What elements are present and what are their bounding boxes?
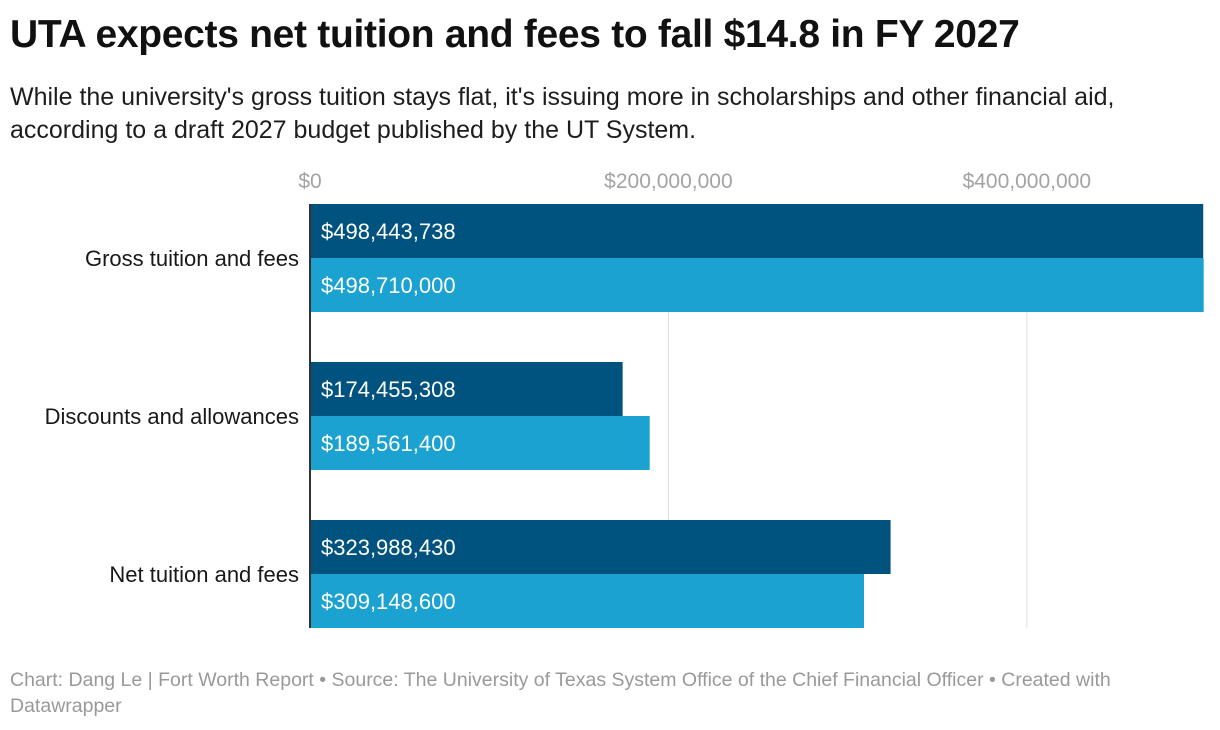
category-label: Gross tuition and fees xyxy=(85,246,299,271)
bar xyxy=(310,204,1204,258)
bar-value-label: $309,148,600 xyxy=(321,589,456,614)
category-label: Discounts and allowances xyxy=(45,404,299,429)
bar xyxy=(310,520,891,574)
bar xyxy=(310,362,623,416)
bar-value-label: $498,710,000 xyxy=(321,273,456,298)
chart-footer: Chart: Dang Le | Fort Worth Report • Sou… xyxy=(10,669,1111,717)
bar xyxy=(310,258,1204,312)
bar-value-label: $189,561,400 xyxy=(321,431,456,456)
bar-value-label: $323,988,430 xyxy=(321,535,456,560)
x-tick-label: $0 xyxy=(298,170,321,193)
bar-value-label: $498,443,738 xyxy=(321,219,456,244)
bar xyxy=(310,574,864,628)
bar-chart: $0 $200,000,000 $400,000,000 $498,443,738 $4… xyxy=(45,170,1204,628)
x-tick-label: $200,000,000 xyxy=(604,170,732,193)
bar-value-label: $174,455,308 xyxy=(321,377,456,402)
chart-subtitle: While the university's gross tuition sta… xyxy=(10,83,1115,144)
chart-title: UTA expects net tuition and fees to fall… xyxy=(10,13,1020,56)
category-label: Net tuition and fees xyxy=(109,562,299,587)
bar xyxy=(310,416,650,470)
x-tick-label: $400,000,000 xyxy=(963,170,1091,193)
